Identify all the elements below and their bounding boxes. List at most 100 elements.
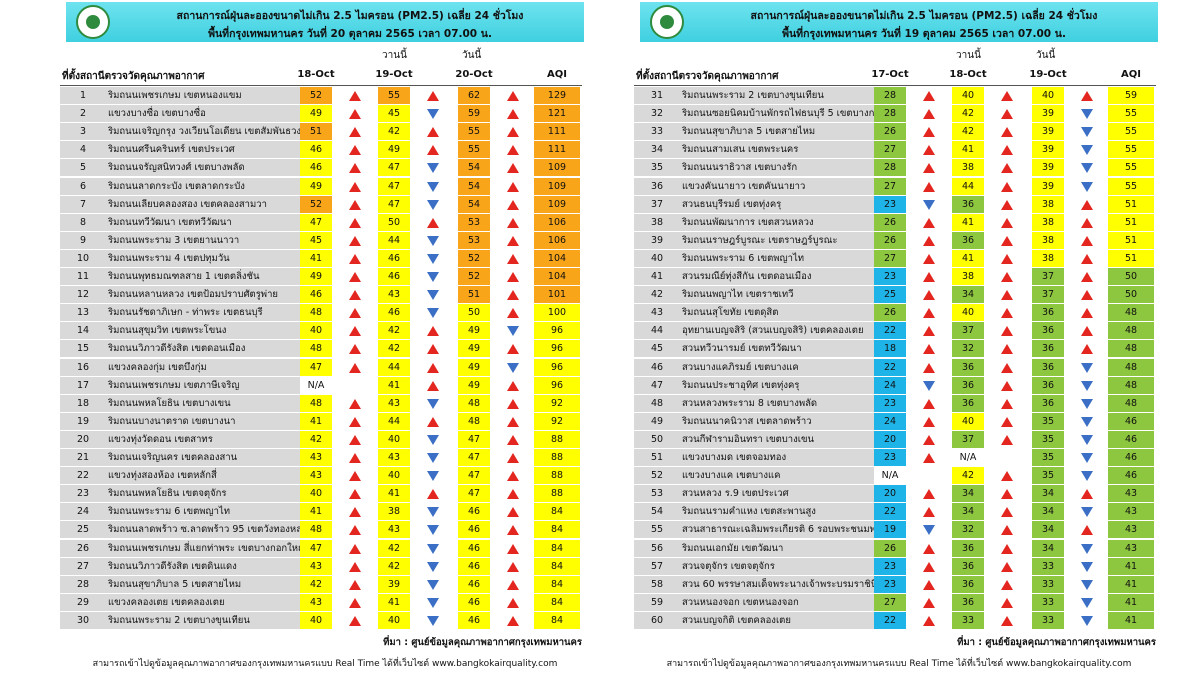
pm25-value: 42 [378, 123, 410, 141]
up-arrow [427, 326, 439, 337]
station: ริมถนนเจริญกรุง วงเวียนโอเดียน เขตสัมพัน… [106, 123, 300, 141]
up-arrow [923, 561, 935, 572]
pm25-value: 43 [378, 449, 410, 466]
pm25-value: 41 [300, 503, 332, 521]
aqi-value: 46 [1108, 467, 1154, 485]
aqi-value: 111 [534, 141, 580, 159]
pm25-value: 36 [952, 539, 984, 557]
up-arrow [507, 199, 519, 210]
down-arrow [1081, 561, 1093, 572]
pm25-value: N/A [952, 449, 984, 466]
down-arrow [427, 434, 439, 445]
up-arrow [1001, 525, 1013, 536]
aqi-value: 59 [1108, 87, 1154, 104]
header-banner: สถานการณ์ฝุ่นละอองขนาดไม่เกิน 2.5 ไมครอน… [640, 2, 1158, 42]
up-arrow [1081, 326, 1093, 337]
row-number: 14 [60, 322, 106, 340]
pm25-value: 33 [1032, 593, 1064, 611]
up-arrow [923, 615, 935, 626]
pm25-value: 49 [458, 358, 490, 376]
pm25-value: 33 [1032, 557, 1064, 575]
up-arrow [349, 91, 361, 101]
pm25-value: 45 [300, 231, 332, 249]
pm25-value: 42 [300, 575, 332, 593]
pm25-value: 36 [1032, 304, 1064, 322]
up-arrow [349, 434, 361, 445]
up-arrow [349, 362, 361, 373]
station: สวนจตุจักร เขตจตุจักร [680, 557, 874, 575]
pm25-value: 38 [1032, 231, 1064, 249]
station: ริมถนนหลานหลวง เขตป้อมปราบศัตรูพ่าย [106, 286, 300, 304]
up-arrow [507, 308, 519, 319]
pm25-value: 28 [874, 105, 906, 123]
up-arrow [923, 362, 935, 373]
station: สวนหลวงพระราม 8 เขตบางพลัด [680, 394, 874, 412]
row-number: 37 [634, 195, 680, 213]
aqi-value: 48 [1108, 322, 1154, 340]
footer: สามารถเข้าไปดูข้อมูลคุณภาพอากาศของกรุงเท… [666, 659, 1132, 669]
up-arrow [349, 199, 361, 210]
aqi-value: 88 [534, 449, 580, 466]
down-arrow [427, 290, 439, 301]
station: ริมถนนบางนาตราด เขตบางนา [106, 412, 300, 430]
pm25-value: 40 [300, 322, 332, 340]
up-arrow [507, 416, 519, 427]
yesterday-label: วานนี้ [382, 50, 407, 61]
down-arrow [1081, 181, 1093, 192]
up-arrow [923, 489, 935, 500]
pm25-value: 54 [458, 195, 490, 213]
up-arrow [507, 525, 519, 536]
up-arrow [923, 127, 935, 138]
aqi-value: 41 [1108, 593, 1154, 611]
aqi-value: 55 [1108, 141, 1154, 159]
pm25-value: 48 [300, 304, 332, 322]
up-arrow [1081, 308, 1093, 319]
aqi-value: 46 [1108, 449, 1154, 466]
title: สถานการณ์ฝุ่นละอองขนาดไม่เกิน 2.5 ไมครอน… [176, 10, 524, 22]
aqi-value: 109 [534, 177, 580, 195]
column-header: 18-Oct [297, 69, 335, 80]
station: แขวงทุ่งวัดดอน เขตสาทร [106, 430, 300, 448]
pm25-value: 47 [378, 159, 410, 177]
station: ริมถนนเลียบคลองสอง เขตคลองสามวา [106, 195, 300, 213]
station: สวนหนองจอก เขตหนองจอก [680, 593, 874, 611]
station: ริมถนนจรัญสนิทวงศ์ เขตบางพลัด [106, 159, 300, 177]
pm25-value: 49 [458, 322, 490, 340]
aqi-value: 96 [534, 340, 580, 358]
down-arrow [427, 181, 439, 192]
logo [76, 5, 110, 39]
station: ริมถนนเพชรเกษม เขตภาษีเจริญ [106, 376, 300, 394]
up-arrow [1001, 272, 1013, 282]
pm25-value: 22 [874, 322, 906, 340]
down-arrow [1081, 398, 1093, 409]
pm25-value: 46 [300, 141, 332, 159]
down-arrow [427, 199, 439, 210]
pm25-value: 38 [1032, 213, 1064, 231]
pm25-value: 44 [952, 177, 984, 195]
pm25-value: 40 [1032, 87, 1064, 104]
aqi-value: 41 [1108, 575, 1154, 593]
pm25-value: 47 [300, 539, 332, 557]
station: ริมถนนพหลโยธิน เขตจตุจักร [106, 485, 300, 503]
up-arrow [923, 416, 935, 427]
aqi-value: 43 [1108, 521, 1154, 539]
up-arrow [1001, 597, 1013, 608]
pm25-value: 43 [300, 449, 332, 466]
row-number: 24 [60, 503, 106, 521]
station: ริมถนนลาดพร้าว ซ.ลาดพร้าว 95 เขตวังทองหล… [106, 521, 300, 539]
column-header: 19-Oct [1029, 69, 1067, 80]
pm25-value: 42 [952, 105, 984, 123]
station: ริมถนนสุขุมวิท เขตพระโขนง [106, 322, 300, 340]
panel: สถานการณ์ฝุ่นละอองขนาดไม่เกิน 2.5 ไมครอน… [634, 0, 1164, 673]
pm25-value: 36 [952, 195, 984, 213]
pm25-value: 27 [874, 141, 906, 159]
up-arrow [349, 597, 361, 608]
up-arrow [507, 290, 519, 301]
pm25-value: 33 [952, 611, 984, 629]
aqi-value: 84 [534, 539, 580, 557]
up-arrow [349, 507, 361, 518]
up-arrow [1001, 344, 1013, 355]
pm25-value: 51 [458, 286, 490, 304]
row-number: 59 [634, 593, 680, 611]
up-arrow [349, 561, 361, 572]
